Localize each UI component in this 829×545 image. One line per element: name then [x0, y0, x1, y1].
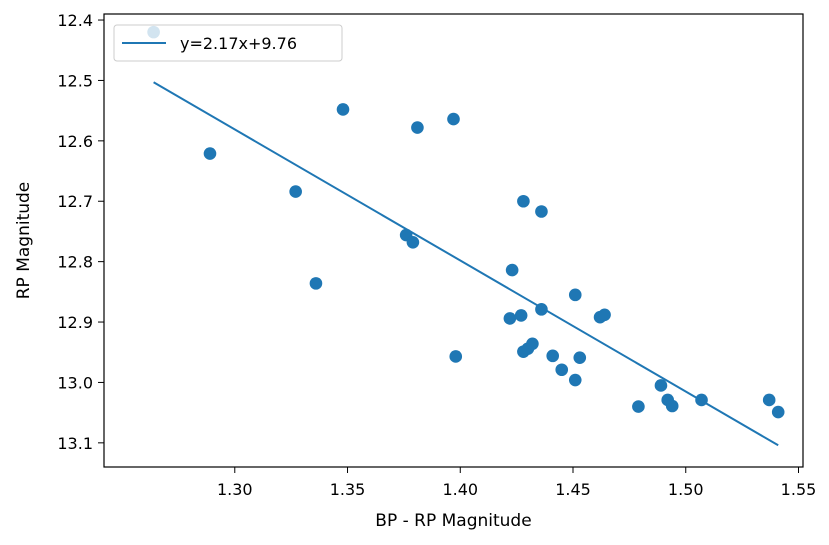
- data-point: [203, 147, 217, 160]
- x-tick-label: 1.45: [555, 480, 591, 499]
- y-tick-label: 12.9: [57, 313, 93, 332]
- x-tick-label: 1.35: [330, 480, 366, 499]
- data-point: [654, 379, 668, 392]
- data-point: [632, 400, 645, 413]
- x-tick-label: 1.40: [442, 480, 478, 499]
- data-point: [535, 205, 548, 218]
- legend: y=2.17x+9.76: [113, 24, 343, 62]
- data-point: [762, 393, 776, 407]
- y-tick-label: 12.5: [57, 71, 93, 90]
- data-point: [447, 112, 460, 126]
- data-point: [517, 194, 530, 208]
- x-axis-ticks: 1.30 1.35 1.40 1.45 1.50 1.55: [217, 467, 816, 499]
- y-tick-label: 12.8: [57, 253, 93, 272]
- x-tick-label: 1.55: [781, 480, 817, 499]
- y-tick-label: 13.0: [57, 373, 93, 392]
- y-axis-label: RP Magnitude: [14, 182, 34, 300]
- x-tick-label: 1.50: [668, 480, 704, 499]
- data-point: [505, 263, 519, 277]
- data-points: [147, 25, 785, 419]
- data-point: [771, 405, 785, 419]
- y-tick-label: 12.4: [57, 11, 93, 30]
- data-point: [568, 288, 582, 302]
- data-point: [598, 308, 611, 322]
- data-point: [336, 103, 350, 116]
- y-tick-label: 12.7: [57, 192, 93, 211]
- y-axis-ticks: 12.4 12.5 12.6 12.7 12.8 12.9 13.0 13.1: [57, 11, 104, 453]
- data-point: [695, 393, 708, 407]
- x-tick-label: 1.30: [217, 480, 253, 499]
- data-point: [289, 185, 302, 198]
- data-point: [514, 309, 528, 322]
- y-tick-label: 12.6: [57, 132, 93, 151]
- fit-line-layer: [153, 81, 779, 447]
- data-point: [535, 303, 548, 316]
- axes-frame: [103, 13, 804, 468]
- data-point: [449, 350, 463, 363]
- legend-box: [113, 24, 343, 62]
- x-axis-label: BP - RP Magnitude: [375, 511, 531, 531]
- data-point: [555, 363, 569, 377]
- data-point: [503, 312, 517, 325]
- data-point: [546, 349, 560, 363]
- fit-line: [153, 81, 779, 447]
- data-point: [406, 236, 420, 249]
- data-point: [665, 399, 679, 413]
- y-tick-label: 13.1: [57, 434, 93, 453]
- data-point: [526, 337, 539, 351]
- data-point: [309, 277, 323, 290]
- legend-label: y=2.17x+9.76: [180, 34, 297, 53]
- data-point: [411, 121, 424, 134]
- data-point: [568, 373, 582, 387]
- data-point: [573, 351, 587, 364]
